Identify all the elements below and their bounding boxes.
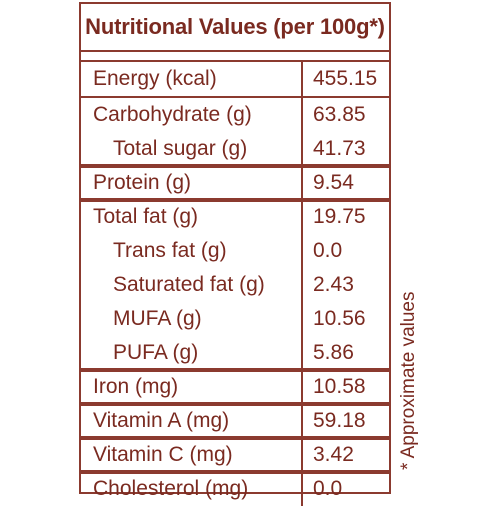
table-row: Saturated fat (g) 2.43 bbox=[81, 268, 389, 302]
table-row: PUFA (g) 5.86 bbox=[81, 336, 389, 370]
group-iron: Iron (mg) 10.58 bbox=[81, 368, 389, 406]
nutrient-label: Total sugar (g) bbox=[113, 137, 248, 160]
column-divider bbox=[301, 62, 303, 96]
nutrient-label: Carbohydrate (g) bbox=[93, 103, 252, 126]
group-vitamin-c: Vitamin C (mg) 3.42 bbox=[81, 436, 389, 474]
group-cholesterol: Cholesterol (mg) 0.0 bbox=[81, 470, 389, 506]
nutrient-value: 10.56 bbox=[313, 307, 366, 330]
column-divider bbox=[301, 472, 303, 506]
nutrient-value: 10.58 bbox=[313, 375, 366, 398]
nutrient-value: 63.85 bbox=[313, 103, 366, 126]
nutrient-label: Vitamin C (mg) bbox=[93, 443, 233, 466]
table-row: Energy (kcal) 455.15 bbox=[81, 62, 389, 96]
nutrition-table: Nutritional Values (per 100g*) Energy (k… bbox=[79, 2, 391, 506]
nutrient-label: Saturated fat (g) bbox=[113, 273, 265, 296]
column-divider bbox=[301, 404, 303, 438]
table-row: Total sugar (g) 41.73 bbox=[81, 132, 389, 166]
column-divider bbox=[301, 166, 303, 200]
nutrient-value: 0.0 bbox=[313, 239, 343, 262]
nutrient-value: 41.73 bbox=[313, 137, 366, 160]
nutrient-value: 9.54 bbox=[313, 171, 354, 194]
group-protein: Protein (g) 9.54 bbox=[81, 164, 389, 202]
group-carbohydrate: Carbohydrate (g) 63.85 Total sugar (g) 4… bbox=[81, 96, 389, 168]
table-row: Vitamin C (mg) 3.42 bbox=[81, 438, 389, 472]
nutrient-label: Trans fat (g) bbox=[113, 239, 227, 262]
nutrient-value: 0.0 bbox=[313, 477, 343, 500]
table-row: Protein (g) 9.54 bbox=[81, 166, 389, 200]
nutrient-value: 455.15 bbox=[313, 67, 378, 90]
column-divider bbox=[301, 370, 303, 404]
nutrient-value: 3.42 bbox=[313, 443, 354, 466]
nutrient-value: 19.75 bbox=[313, 205, 366, 228]
group-vitamin-a: Vitamin A (mg) 59.18 bbox=[81, 402, 389, 440]
column-divider bbox=[301, 98, 303, 166]
table-row: Vitamin A (mg) 59.18 bbox=[81, 404, 389, 438]
table-row: Iron (mg) 10.58 bbox=[81, 370, 389, 404]
nutrient-label: Cholesterol (mg) bbox=[93, 477, 249, 500]
group-energy: Energy (kcal) 455.15 bbox=[81, 60, 389, 98]
nutrient-label: Vitamin A (mg) bbox=[93, 409, 230, 432]
nutrient-label: Iron (mg) bbox=[93, 375, 179, 398]
table-row: Cholesterol (mg) 0.0 bbox=[81, 472, 389, 506]
nutrient-value: 59.18 bbox=[313, 409, 366, 432]
table-row: Total fat (g) 19.75 bbox=[81, 200, 389, 234]
nutrient-label: Total fat (g) bbox=[93, 205, 199, 228]
group-fat: Total fat (g) 19.75 Trans fat (g) 0.0 Sa… bbox=[81, 198, 389, 372]
nutrient-label: Protein (g) bbox=[93, 171, 192, 194]
table-row: MUFA (g) 10.56 bbox=[81, 302, 389, 336]
table-row: Carbohydrate (g) 63.85 bbox=[81, 98, 389, 132]
column-divider bbox=[301, 438, 303, 472]
table-title: Nutritional Values (per 100g*) bbox=[81, 4, 389, 52]
nutrient-label: PUFA (g) bbox=[113, 341, 199, 364]
column-divider bbox=[301, 200, 303, 370]
table-row: Trans fat (g) 0.0 bbox=[81, 234, 389, 268]
nutrient-label: MUFA (g) bbox=[113, 307, 202, 330]
approximate-values-note: * Approximate values bbox=[398, 291, 419, 471]
nutrient-value: 2.43 bbox=[313, 273, 354, 296]
nutrient-label: Energy (kcal) bbox=[93, 67, 217, 90]
nutrient-value: 5.86 bbox=[313, 341, 354, 364]
